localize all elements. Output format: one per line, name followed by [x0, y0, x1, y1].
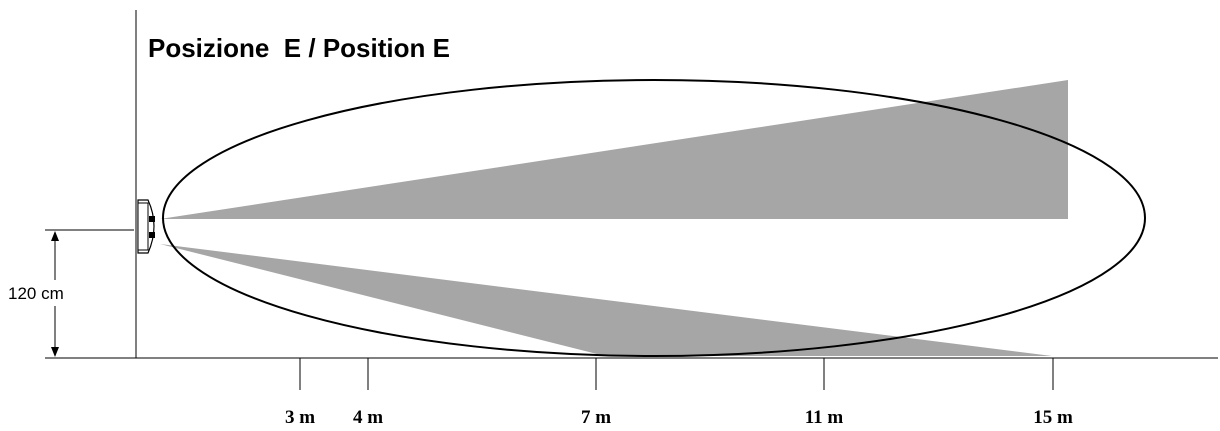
sensor-lens-icon: [149, 232, 155, 238]
distance-label: 7 m: [581, 407, 611, 428]
sensor-face: [137, 202, 149, 251]
detection-zone-ellipse: [162, 79, 1146, 357]
lower-detection-beam: [160, 244, 1052, 356]
sensor-device: [137, 199, 155, 254]
distance-label: 3 m: [285, 407, 315, 428]
distance-ticks: 3 m 4 m 7 m 11 m 15 m: [285, 358, 1073, 428]
height-label-bg: [4, 280, 80, 306]
upper-detection-beam: [160, 80, 1068, 219]
arrow-down-icon: [51, 347, 59, 357]
sensor-lens-icon: [149, 216, 155, 222]
distance-label: 15 m: [1033, 407, 1073, 428]
distance-label: 4 m: [353, 407, 383, 428]
height-dimension: 120 cm: [4, 229, 136, 359]
diagram-title: Posizione E / Position E: [148, 33, 450, 63]
distance-label: 11 m: [805, 407, 844, 428]
height-label: 120 cm: [8, 284, 64, 303]
arrow-up-icon: [51, 231, 59, 241]
